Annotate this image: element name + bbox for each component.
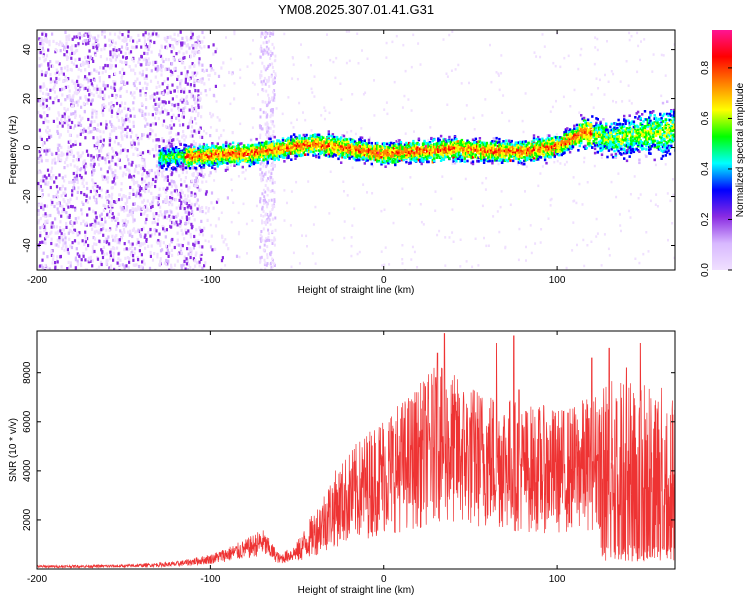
snr-ytick-label: 6000 <box>22 410 33 433</box>
spectrogram-xtick-label: 0 <box>381 275 387 286</box>
snr-ytick-label: 4000 <box>22 459 33 482</box>
colorbar-tick-label: 0.0 <box>700 263 711 277</box>
spectrogram-xtick-label: 100 <box>549 275 566 286</box>
snr-ylabel: SNR (10 * v/v) <box>8 418 19 482</box>
snr-xtick-label: -200 <box>27 574 47 585</box>
spectrogram-frame <box>36 29 676 271</box>
snr-xtick-label: 0 <box>381 574 387 585</box>
spectrogram-xtick-label: -200 <box>27 275 47 286</box>
spectrogram-ytick-label: -20 <box>22 189 33 204</box>
colorbar: 0.0 0.2 0.4 0.6 0.8 Normalized spectral ampl… <box>700 30 746 277</box>
colorbar-tick-label: 0.4 <box>700 162 711 176</box>
snr-ticks: -200 -100 0 100 2000 4000 6000 8000 <box>22 331 675 585</box>
snr-ytick-label: 8000 <box>22 361 33 384</box>
colorbar-label: Normalized spectral amplitude <box>735 82 746 217</box>
spectrogram-heatmap <box>37 30 675 270</box>
snr-ytick-label: 2000 <box>22 508 33 531</box>
snr-series-line <box>37 333 675 569</box>
snr-xtick-label: -100 <box>200 574 220 585</box>
snr-xtick-label: 100 <box>549 574 566 585</box>
spectrogram-ytick-label: 40 <box>22 44 33 56</box>
spectrogram-ytick-label: 20 <box>22 93 33 105</box>
spectrogram-ytick-label: -40 <box>22 238 33 253</box>
spectrogram-xtick-label: -100 <box>200 275 220 286</box>
spectrogram-ytick-label: 0 <box>22 144 33 150</box>
colorbar-tick-label: 0.8 <box>700 61 711 75</box>
snr-panel: -200 -100 0 100 2000 4000 6000 8000 Height of s… <box>8 330 676 596</box>
snr-xlabel: Height of straight line (km) <box>298 585 415 596</box>
spectrogram-ylabel: Frequency (Hz) <box>8 116 19 185</box>
spectrogram-xlabel: Height of straight line (km) <box>298 285 415 296</box>
snr-frame <box>36 330 676 570</box>
colorbar-ticks: 0.0 0.2 0.4 0.6 0.8 <box>700 61 732 277</box>
colorbar-tick-label: 0.6 <box>700 111 711 125</box>
figure-title: YM08.2025.307.01.41.G31 <box>278 2 434 17</box>
colorbar-tick-label: 0.2 <box>700 212 711 226</box>
colorbar-gradient <box>712 30 732 270</box>
